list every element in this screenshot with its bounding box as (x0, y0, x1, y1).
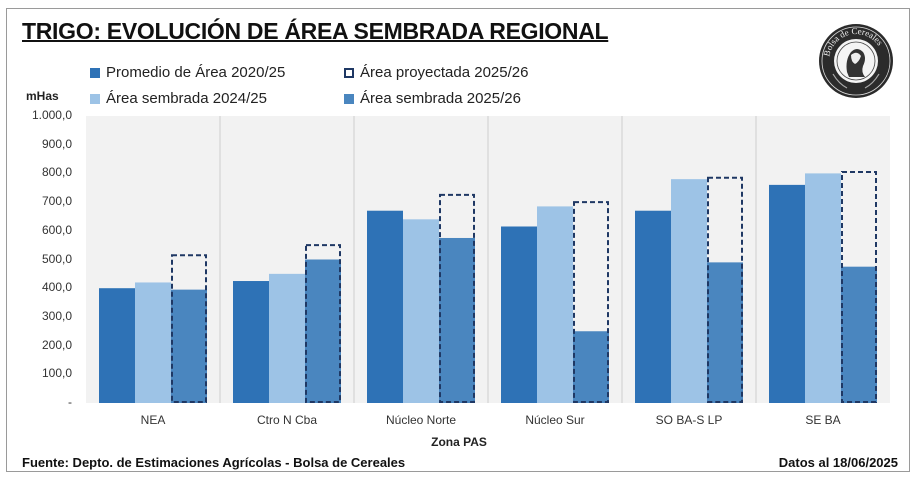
bar-sembrada-2025 (841, 266, 877, 403)
bar-sembrada-2025 (439, 237, 475, 403)
source-note: Fuente: Depto. de Estimaciones Agrícolas… (22, 455, 406, 470)
bar-sembrada-2024 (135, 282, 171, 403)
bar-sembrada-2025 (171, 289, 207, 403)
bar-promedio (233, 281, 269, 403)
bar-sembrada-2024 (671, 179, 707, 403)
legend-item-sembrada-2025: Área sembrada 2025/26 (344, 90, 521, 107)
bar-proyectada-outline (707, 176, 743, 403)
y-tick-label: 1.000,0 (31, 108, 72, 122)
bolsa-de-cereales-logo: Bolsa de Cereales (819, 24, 893, 98)
legend-label-sembrada-2024: Área sembrada 2024/25 (106, 90, 267, 107)
chart-title: TRIGO: EVOLUCIÓN DE ÁREA SEMBRADA REGION… (22, 18, 609, 44)
y-tick-label: 600,0 (41, 222, 72, 237)
legend-item-promedio: Promedio de Área 2020/25 (90, 64, 285, 81)
legend-swatch-sembrada-2025 (344, 93, 354, 104)
y-tick-label: 300,0 (41, 308, 72, 323)
bar-sembrada-2025 (305, 259, 341, 403)
legend-swatch-promedio (90, 67, 100, 78)
bar-promedio (501, 226, 537, 403)
bar-sembrada-2024 (805, 173, 841, 403)
legend-item-sembrada-2024: Área sembrada 2024/25 (90, 90, 267, 107)
bar-promedio (769, 184, 805, 403)
y-tick-label: 200,0 (41, 337, 72, 352)
y-tick-label: 400,0 (41, 280, 72, 295)
bar-proyectada-outline (841, 170, 877, 403)
legend-label-proyectada: Área proyectada 2025/26 (360, 64, 529, 81)
data-date: Datos al 18/06/2025 (778, 455, 898, 470)
legend-label-sembrada-2025: Área sembrada 2025/26 (360, 90, 521, 107)
bar-promedio (635, 210, 671, 403)
y-tick-label: 700,0 (41, 194, 72, 209)
bar-promedio (99, 288, 135, 403)
y-tick-label: 900,0 (41, 136, 72, 151)
bar-sembrada-2025 (707, 262, 743, 403)
bar-sembrada-2024 (537, 206, 573, 403)
x-tick-label: SO BA-S LP (655, 413, 723, 427)
bar-sembrada-2024 (269, 273, 305, 403)
x-tick-label: Ctro N Cba (256, 413, 318, 427)
bar-proyectada-outline (439, 193, 475, 403)
legend-label-promedio: Promedio de Área 2020/25 (106, 64, 286, 81)
x-axis-title: Zona PAS (431, 435, 487, 449)
y-tick-label: 500,0 (41, 251, 72, 266)
bar-promedio (367, 210, 403, 403)
x-tick-label: Núcleo Norte (385, 413, 457, 427)
x-tick-label: SE BA (805, 413, 841, 427)
bar-sembrada-2024 (403, 219, 439, 403)
legend-swatch-proyectada (344, 67, 354, 78)
y-tick-label: 100,0 (41, 366, 72, 381)
legend-item-proyectada: Área proyectada 2025/26 (344, 64, 528, 81)
y-axis-unit-label: mHas (26, 89, 59, 103)
y-tick-label: 800,0 (41, 165, 72, 180)
bar-sembrada-2025 (573, 331, 609, 403)
bar-proyectada-outline (171, 254, 207, 403)
y-tick-label: - (68, 395, 72, 409)
bar-proyectada-outline (305, 244, 341, 403)
x-tick-label: NEA (140, 413, 166, 427)
legend-swatch-sembrada-2024 (90, 93, 100, 104)
x-tick-label: Núcleo Sur (525, 413, 585, 427)
bar-proyectada-outline (573, 201, 609, 403)
